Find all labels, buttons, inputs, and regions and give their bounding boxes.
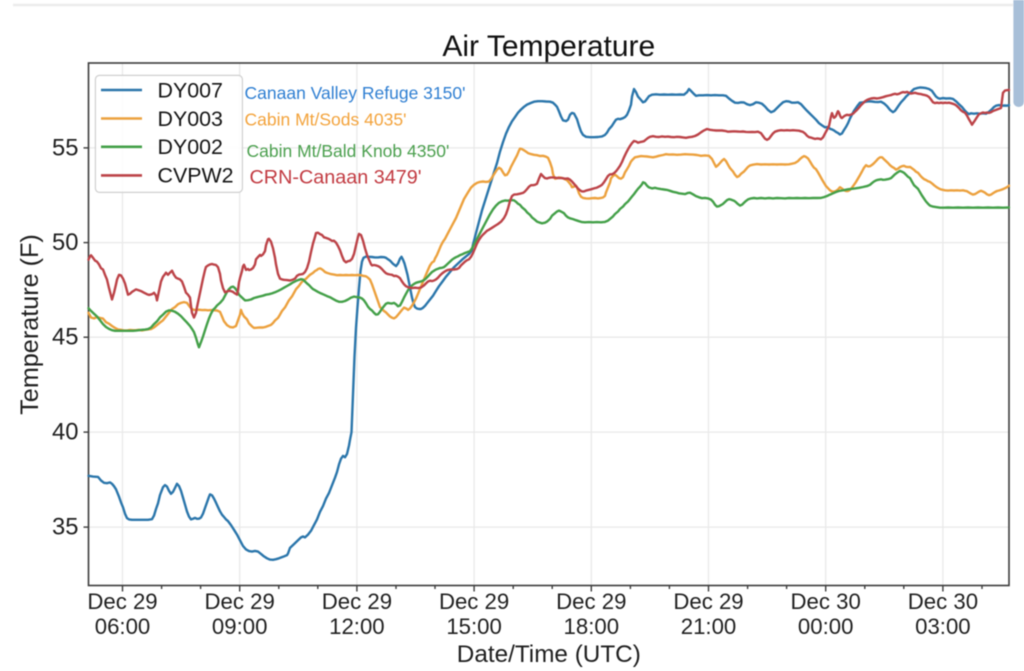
svg-text:Dec 29: Dec 29 xyxy=(673,589,743,614)
svg-text:55: 55 xyxy=(52,134,78,161)
svg-text:Temperature (F): Temperature (F) xyxy=(16,234,44,415)
svg-text:40: 40 xyxy=(52,419,78,446)
svg-text:03:00: 03:00 xyxy=(915,614,971,639)
svg-text:Cabin Mt/Bald Knob 4350': Cabin Mt/Bald Knob 4350' xyxy=(247,141,450,161)
svg-text:DY007: DY007 xyxy=(158,78,223,102)
svg-text:Dec 30: Dec 30 xyxy=(908,589,978,614)
svg-text:12:00: 12:00 xyxy=(329,614,385,639)
svg-text:18:00: 18:00 xyxy=(564,614,620,639)
svg-text:45: 45 xyxy=(52,324,78,351)
svg-text:Dec 29: Dec 29 xyxy=(556,589,626,614)
svg-text:Dec 29: Dec 29 xyxy=(439,589,509,614)
svg-text:Dec 29: Dec 29 xyxy=(205,589,275,614)
svg-text:Dec 29: Dec 29 xyxy=(322,589,392,614)
svg-text:CVPW2: CVPW2 xyxy=(158,164,234,188)
svg-text:09:00: 09:00 xyxy=(212,614,268,639)
svg-text:Cabin Mt/Sods 4035': Cabin Mt/Sods 4035' xyxy=(245,110,407,130)
svg-text:Air Temperature: Air Temperature xyxy=(442,30,655,63)
svg-text:Dec 30: Dec 30 xyxy=(791,589,861,614)
svg-text:06:00: 06:00 xyxy=(95,614,151,639)
svg-text:00:00: 00:00 xyxy=(798,614,854,639)
svg-text:DY003: DY003 xyxy=(158,107,223,131)
svg-text:50: 50 xyxy=(52,229,78,256)
svg-text:15:00: 15:00 xyxy=(446,614,502,639)
svg-text:35: 35 xyxy=(52,514,78,541)
svg-text:21:00: 21:00 xyxy=(681,614,737,639)
svg-text:CRN-Canaan 3479': CRN-Canaan 3479' xyxy=(250,167,422,189)
svg-text:Canaan Valley Refuge 3150': Canaan Valley Refuge 3150' xyxy=(245,83,466,103)
svg-text:Date/Time (UTC): Date/Time (UTC) xyxy=(457,641,641,668)
svg-text:DY002: DY002 xyxy=(158,135,223,159)
svg-text:Dec 29: Dec 29 xyxy=(87,589,157,614)
